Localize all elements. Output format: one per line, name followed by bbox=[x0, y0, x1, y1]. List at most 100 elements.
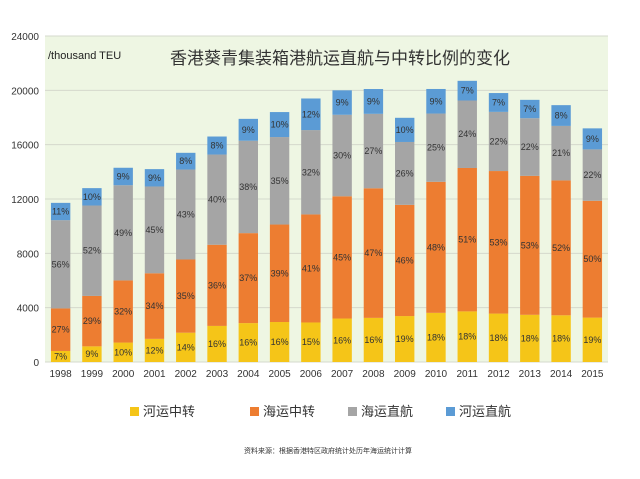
bar-segment-label: 32% bbox=[302, 167, 320, 177]
x-tick-label: 2004 bbox=[237, 369, 260, 380]
bar-segment-label: 56% bbox=[52, 259, 70, 269]
bar-segment-label: 45% bbox=[333, 252, 351, 262]
x-tick-label: 2010 bbox=[425, 369, 448, 380]
bar-segment bbox=[238, 323, 259, 362]
bar-segment bbox=[50, 202, 71, 221]
bar-segment-label: 9% bbox=[336, 98, 349, 108]
bar-segment bbox=[176, 259, 196, 333]
legend-swatch bbox=[348, 407, 357, 416]
legend-swatch bbox=[250, 407, 259, 416]
bar-segment-label: 51% bbox=[458, 235, 476, 245]
bar-segment-label: 9% bbox=[429, 96, 442, 106]
bar-segment bbox=[457, 80, 477, 101]
bar-segment-label: 10% bbox=[114, 347, 132, 357]
bar-segment bbox=[520, 99, 540, 119]
x-tick-label: 2002 bbox=[175, 369, 198, 380]
bar-segment-label: 9% bbox=[148, 173, 161, 183]
bar-segment-label: 45% bbox=[145, 225, 163, 235]
x-tick-label: 2001 bbox=[143, 369, 166, 380]
x-tick-label: 2012 bbox=[487, 369, 510, 380]
bar-segment-label: 14% bbox=[177, 342, 195, 352]
bar-segment-label: 8% bbox=[211, 141, 224, 151]
bar-segment-label: 18% bbox=[521, 333, 539, 343]
bar-segment bbox=[113, 167, 133, 186]
bar-segment bbox=[113, 342, 133, 362]
bar-segment bbox=[238, 140, 259, 234]
x-tick-label: 2007 bbox=[331, 369, 354, 380]
bar-segment bbox=[176, 332, 196, 362]
x-tick-label: 2014 bbox=[550, 369, 573, 380]
bar-segment-label: 16% bbox=[271, 337, 289, 347]
bar-segment bbox=[426, 113, 446, 182]
bar-segment bbox=[82, 205, 102, 296]
x-tick-label: 2009 bbox=[394, 369, 417, 380]
bar-segment-label: 52% bbox=[83, 246, 101, 256]
bar-segment bbox=[488, 313, 509, 362]
bar-segment bbox=[363, 317, 384, 362]
bar-segment bbox=[238, 233, 259, 324]
bar-segment bbox=[82, 346, 102, 362]
bar-segment-label: 34% bbox=[145, 301, 163, 311]
bar-segment-label: 10% bbox=[271, 120, 289, 130]
bar-segment-label: 22% bbox=[583, 170, 601, 180]
bar-segment-label: 27% bbox=[52, 325, 70, 335]
bar-segment-label: 25% bbox=[427, 143, 445, 153]
bar-segment-label: 18% bbox=[427, 332, 445, 342]
bar-segment bbox=[301, 98, 321, 131]
bar-segment-label: 11% bbox=[52, 207, 69, 217]
y-tick-label: 0 bbox=[33, 358, 39, 369]
x-tick-label: 2015 bbox=[581, 369, 604, 380]
x-tick-label: 2005 bbox=[268, 369, 291, 380]
bar-segment-label: 32% bbox=[114, 306, 132, 316]
bar-segment bbox=[582, 128, 603, 150]
bar-segment bbox=[144, 338, 165, 362]
bar-segment-label: 8% bbox=[555, 111, 568, 121]
bar-segment-label: 9% bbox=[586, 134, 599, 144]
bar-segment-label: 21% bbox=[552, 148, 570, 158]
bar-segment-label: 15% bbox=[302, 337, 320, 347]
bar-segment bbox=[551, 315, 571, 362]
bar-segment bbox=[363, 113, 384, 189]
bar-segment-label: 52% bbox=[552, 243, 570, 253]
y-tick-label: 4000 bbox=[17, 304, 40, 315]
y-tick-label: 12000 bbox=[11, 195, 39, 206]
bar-segment-label: 37% bbox=[239, 273, 257, 283]
bar-segment bbox=[207, 325, 227, 362]
bar-segment-label: 12% bbox=[302, 109, 320, 119]
bar-segment bbox=[238, 118, 259, 141]
bar-segment bbox=[269, 224, 290, 323]
legend: 河运中转 海运中转 海运直航 河运直航 bbox=[130, 404, 511, 420]
bar-segment bbox=[301, 214, 321, 323]
bar-segment bbox=[363, 188, 384, 318]
bar-segment bbox=[426, 312, 446, 362]
bar-segment-label: 43% bbox=[177, 210, 195, 220]
bar-segment-label: 27% bbox=[364, 146, 382, 156]
legend-swatch bbox=[446, 407, 455, 416]
bar-segment-label: 35% bbox=[271, 176, 289, 186]
y-tick-label: 20000 bbox=[11, 86, 39, 97]
bar-segment-label: 53% bbox=[490, 237, 508, 247]
x-tick-label: 2008 bbox=[362, 369, 385, 380]
bar-segment bbox=[207, 136, 227, 155]
bar-segment-label: 16% bbox=[239, 338, 257, 348]
bar-segment bbox=[551, 105, 571, 126]
bar-segment-label: 16% bbox=[208, 339, 226, 349]
bar-segment-label: 7% bbox=[523, 104, 536, 114]
bar-segment-label: 22% bbox=[521, 142, 539, 152]
bar-segment bbox=[488, 171, 509, 314]
bar-segment-label: 10% bbox=[83, 192, 101, 202]
bars: 7% 27% 56% 11% 9% 29% 52% 10% 10% 32% 49% 9% 12% 34% 4… bbox=[50, 80, 603, 362]
bar-segment-label: 7% bbox=[492, 97, 505, 107]
bar-segment-label: 8% bbox=[179, 156, 192, 166]
bar-segment-label: 40% bbox=[208, 195, 226, 205]
x-tick-label: 2013 bbox=[519, 369, 542, 380]
bar-segment-label: 16% bbox=[333, 335, 351, 345]
bar-segment bbox=[269, 322, 290, 362]
bar-segment-label: 18% bbox=[552, 334, 570, 344]
bar-segment bbox=[50, 220, 71, 309]
bar-segment bbox=[176, 169, 196, 260]
chart-title: 香港葵青集装箱港航运直航与中转比例的变化 bbox=[170, 49, 510, 69]
bar-segment bbox=[551, 180, 571, 316]
bar-segment-label: 39% bbox=[271, 268, 289, 278]
bar-segment bbox=[176, 152, 196, 170]
